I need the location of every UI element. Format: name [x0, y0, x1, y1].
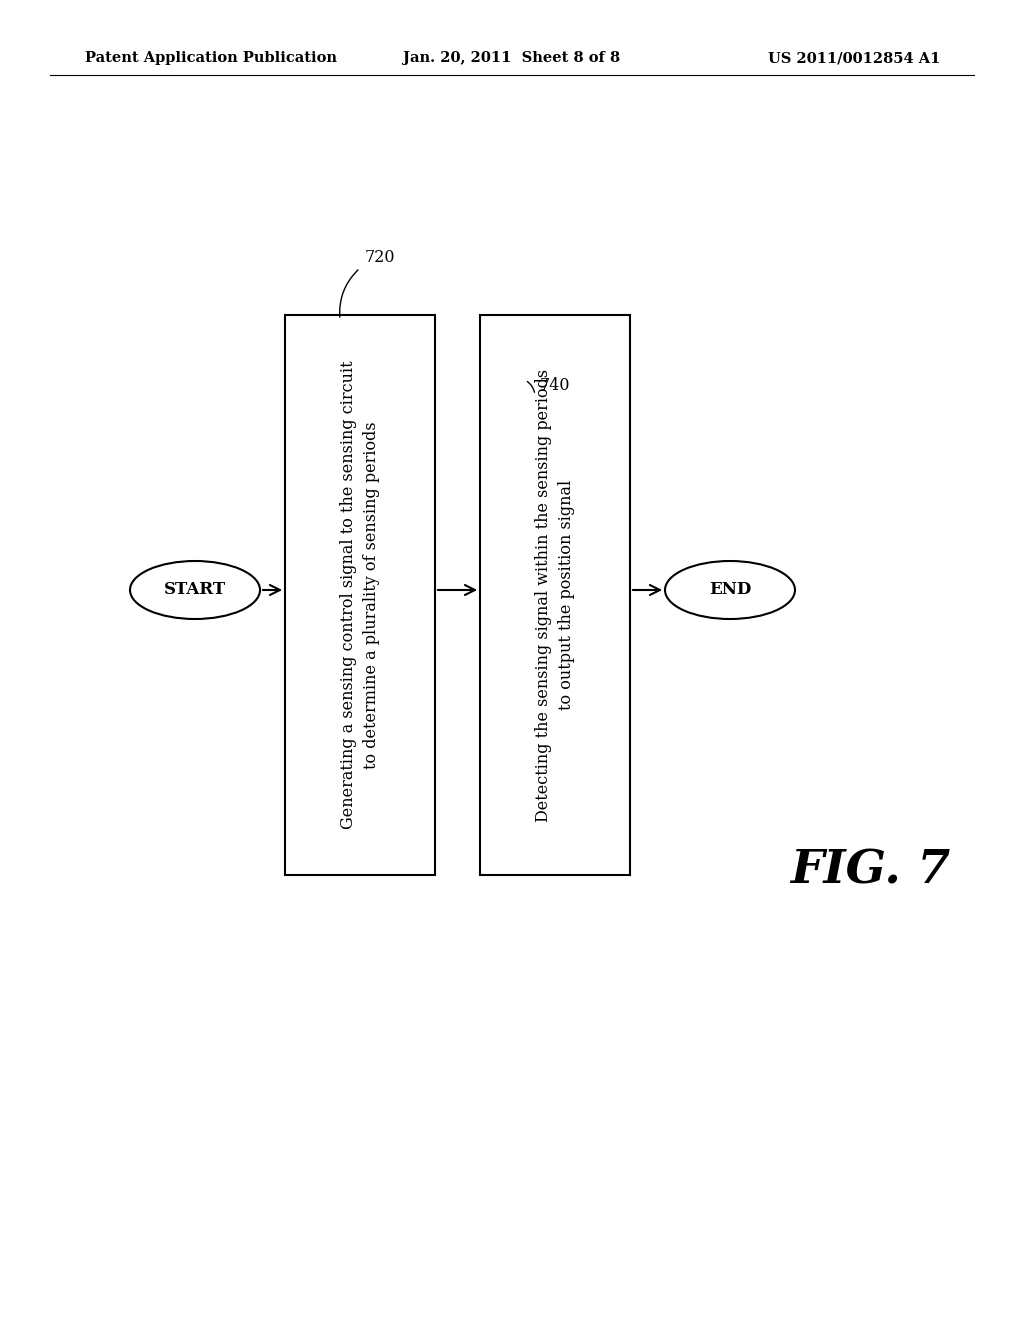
Text: Detecting the sensing signal within the sensing periods
to output the position s: Detecting the sensing signal within the … — [536, 368, 574, 821]
Text: Jan. 20, 2011  Sheet 8 of 8: Jan. 20, 2011 Sheet 8 of 8 — [403, 51, 621, 65]
FancyBboxPatch shape — [285, 315, 435, 875]
Text: Generating a sensing control signal to the sensing circuit
to determine a plural: Generating a sensing control signal to t… — [340, 360, 380, 829]
Text: 720: 720 — [365, 249, 395, 267]
Ellipse shape — [665, 561, 795, 619]
Text: US 2011/0012854 A1: US 2011/0012854 A1 — [768, 51, 940, 65]
FancyBboxPatch shape — [480, 315, 630, 875]
Text: END: END — [709, 582, 752, 598]
Text: 740: 740 — [540, 376, 570, 393]
Ellipse shape — [130, 561, 260, 619]
Text: Patent Application Publication: Patent Application Publication — [85, 51, 337, 65]
Text: START: START — [164, 582, 226, 598]
Text: FIG. 7: FIG. 7 — [790, 847, 950, 894]
